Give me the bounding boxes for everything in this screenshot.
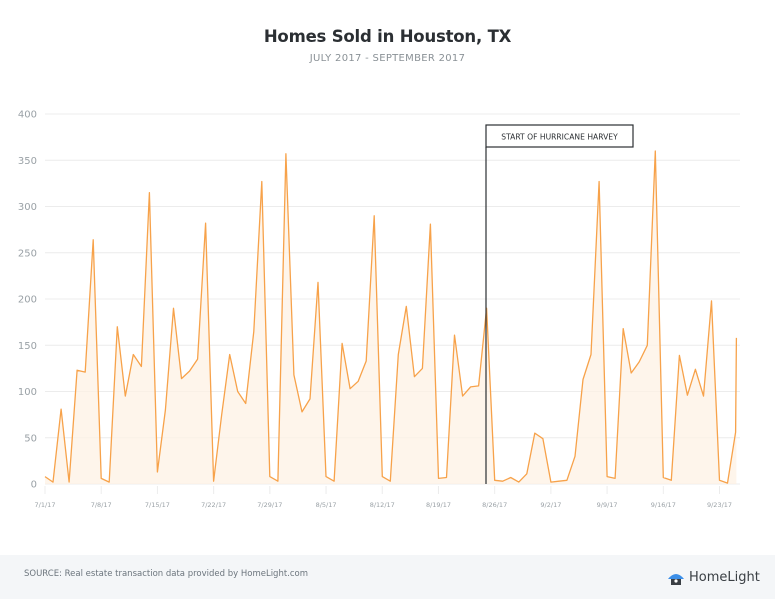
annotation-label: START OF HURRICANE HARVEY <box>501 133 618 142</box>
x-tick-label: 9/23/17 <box>707 501 732 509</box>
y-tick-label: 100 <box>18 387 37 398</box>
x-axis-labels: 7/1/17 7/8/17 7/15/17 7/22/17 7/29/17 8/5/17 8… <box>35 486 732 509</box>
x-tick-label: 9/9/17 <box>597 501 618 509</box>
chart-subtitle: JULY 2017 - SEPTEMBER 2017 <box>309 53 466 64</box>
y-tick-label: 50 <box>24 433 37 444</box>
x-tick-label: 8/5/17 <box>316 501 337 509</box>
logo-text: HomeLight <box>689 569 760 585</box>
annotation-box <box>485 124 634 148</box>
y-tick-label: 200 <box>18 295 37 306</box>
y-tick-label: 150 <box>18 341 37 352</box>
chart-title: Homes Sold in Houston, TX <box>263 27 512 46</box>
y-tick-label: 350 <box>18 156 37 167</box>
y-axis-labels: 0 50 100 150 200 250 300 350 400 <box>18 110 37 491</box>
x-tick-label: 8/12/17 <box>370 501 395 509</box>
footer: SOURCE: Real estate transaction data pro… <box>0 555 775 599</box>
data-line <box>44 150 738 484</box>
y-tick-label: 300 <box>18 202 37 213</box>
x-tick-label: 7/1/17 <box>35 501 56 509</box>
house-icon <box>668 574 684 585</box>
x-tick-label: 8/19/17 <box>426 501 451 509</box>
y-tick-label: 250 <box>18 248 37 259</box>
x-tick-label: 8/26/17 <box>482 501 507 509</box>
source-note: SOURCE: Real estate transaction data pro… <box>24 569 309 579</box>
x-tick-label: 7/8/17 <box>91 501 112 509</box>
x-tick-label: 9/2/17 <box>540 501 561 509</box>
x-tick-label: 7/29/17 <box>257 501 282 509</box>
x-tick-label: 7/15/17 <box>145 501 170 509</box>
y-tick-label: 400 <box>18 110 37 121</box>
y-tick-label: 0 <box>31 480 37 491</box>
x-tick-label: 7/22/17 <box>201 501 226 509</box>
homelight-logo[interactable]: HomeLight <box>667 567 760 587</box>
x-tick-label: 9/16/17 <box>651 501 676 509</box>
area-fill <box>45 151 737 484</box>
